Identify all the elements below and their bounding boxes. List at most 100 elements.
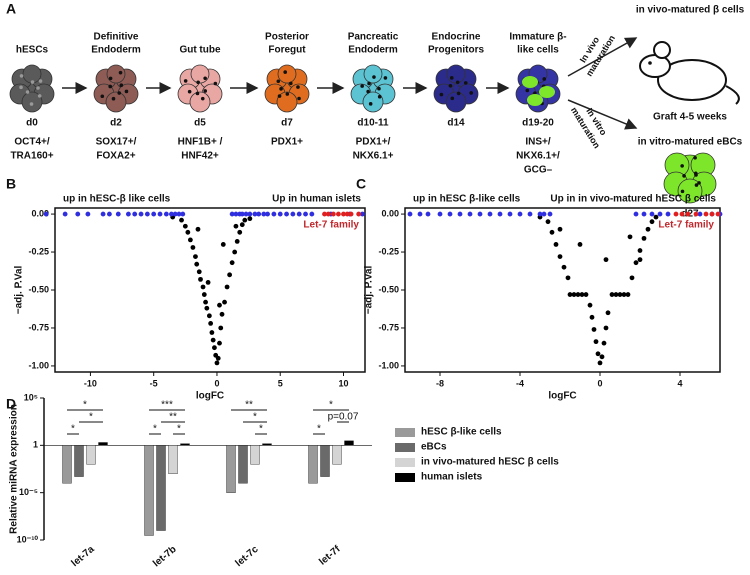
point xyxy=(157,211,163,217)
point xyxy=(239,211,245,217)
stage-day: d2 xyxy=(110,118,122,129)
x-axis-label: logFC xyxy=(548,391,576,402)
point xyxy=(222,299,227,305)
point xyxy=(407,211,413,217)
point xyxy=(214,360,220,366)
point xyxy=(209,330,215,335)
nucleus xyxy=(463,81,468,85)
point xyxy=(151,211,157,217)
legend-swatch xyxy=(395,458,415,467)
point xyxy=(625,292,631,297)
point xyxy=(579,292,585,297)
stage-marker: GCG– xyxy=(524,165,553,176)
point xyxy=(557,254,563,259)
nucleus xyxy=(36,86,40,90)
point xyxy=(172,211,178,217)
bar xyxy=(344,440,354,446)
point xyxy=(553,242,559,247)
point xyxy=(653,214,659,220)
point xyxy=(629,275,635,281)
nucleus xyxy=(448,84,453,88)
cell xyxy=(363,64,383,84)
stage-name: Immature β- xyxy=(509,32,566,43)
stage-name: Posterior xyxy=(265,32,309,43)
mouse-tail xyxy=(725,85,740,105)
y-axis-label: −adj. P.Val xyxy=(364,266,375,315)
stage-marker: PDX1+ xyxy=(271,137,303,148)
point xyxy=(179,217,184,223)
nucleus xyxy=(277,94,282,98)
cell-cluster xyxy=(350,64,396,113)
point xyxy=(237,229,243,235)
point xyxy=(425,211,431,217)
point xyxy=(637,257,643,263)
point xyxy=(132,211,138,217)
point xyxy=(709,211,715,217)
point xyxy=(242,217,248,223)
panel-label: A xyxy=(6,1,16,17)
point xyxy=(561,264,567,270)
point xyxy=(487,211,493,217)
sig-label: * xyxy=(89,412,93,423)
legend-label: human islets xyxy=(421,472,483,483)
point xyxy=(633,260,639,266)
y-tick-label: 0.00 xyxy=(381,208,399,218)
panel-label: B xyxy=(6,176,16,192)
bar xyxy=(168,445,178,474)
point xyxy=(271,211,277,217)
point xyxy=(215,355,221,361)
stage-day: d0 xyxy=(26,118,38,129)
point xyxy=(609,292,615,297)
stage-name: Foregut xyxy=(268,45,306,56)
point xyxy=(203,299,208,305)
point xyxy=(180,211,186,217)
nucleus xyxy=(525,88,530,93)
nucleus xyxy=(38,79,43,83)
y-tick-label: 10⁻⁵ xyxy=(19,487,38,497)
point xyxy=(693,211,699,217)
arrow xyxy=(567,37,638,77)
nucleus xyxy=(203,76,207,81)
point xyxy=(557,226,563,232)
point xyxy=(219,311,225,317)
y-tick-label: -1.00 xyxy=(28,360,49,370)
point xyxy=(290,211,296,217)
point xyxy=(641,211,647,217)
bar xyxy=(226,445,236,493)
point xyxy=(657,211,663,217)
legend-label: hESC β-like cells xyxy=(421,427,502,438)
stage-name: hESCs xyxy=(16,45,49,56)
point xyxy=(348,211,354,217)
point xyxy=(100,211,106,217)
stage-marker: INS+/ xyxy=(525,137,551,148)
y-axis-label: −adj. P.Val xyxy=(14,266,25,315)
legend-label: in vivo-matured hESC β cells xyxy=(421,457,559,468)
x-axis-label: logFC xyxy=(196,391,224,402)
point xyxy=(447,211,453,217)
nucleus xyxy=(439,92,444,97)
panel-label: D xyxy=(6,396,16,412)
point xyxy=(187,237,193,243)
point xyxy=(697,211,703,217)
point xyxy=(457,211,463,217)
point xyxy=(645,226,651,232)
x-tick-label: let-7f xyxy=(317,543,343,567)
point xyxy=(62,211,68,217)
point xyxy=(621,292,627,297)
point xyxy=(589,314,595,320)
stage-name: Gut tube xyxy=(179,45,221,56)
nucleus xyxy=(200,96,205,101)
x-tick-label: -10 xyxy=(84,378,97,388)
nucleus xyxy=(195,91,200,96)
sig-label: * xyxy=(259,424,263,435)
point xyxy=(507,211,513,217)
point xyxy=(247,211,253,217)
point xyxy=(527,211,533,217)
cell xyxy=(190,64,210,84)
nucleus xyxy=(276,79,281,84)
y-tick-label: -0.50 xyxy=(378,284,399,294)
cell xyxy=(445,91,467,113)
nucleus xyxy=(542,77,547,81)
stage-marker: HNF42+ xyxy=(181,151,219,162)
nucleus xyxy=(693,171,698,176)
